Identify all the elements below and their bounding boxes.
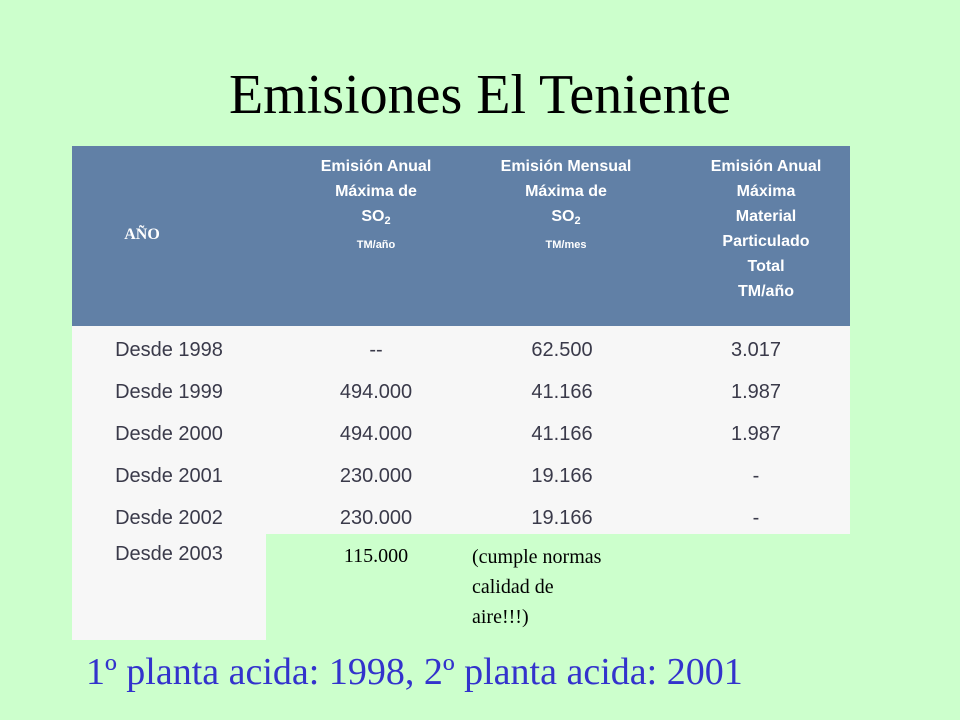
- cell-monthly-so2: 62.500: [531, 339, 593, 361]
- so-prefix: SO: [551, 208, 575, 225]
- cell-year: Desde 2002: [115, 507, 223, 529]
- cell-monthly-so2: 41.166: [531, 381, 593, 403]
- header-particulate-line6: TM/año: [738, 283, 794, 300]
- header-monthly-so2-line1: Emisión Mensual: [500, 158, 632, 175]
- header-particulate-line2: Máxima: [736, 183, 796, 200]
- header-monthly-so2-line2: Máxima de: [525, 183, 607, 200]
- cell-particulate: -: [752, 507, 760, 529]
- cell-annual-so2: 230.000: [339, 507, 413, 529]
- table-row: Desde 2002 230.000 19.166 -: [0, 497, 960, 539]
- cell-monthly-so2: 19.166: [531, 465, 593, 487]
- cell-year: Desde 2001: [115, 465, 223, 487]
- cell-particulate: -: [752, 465, 760, 487]
- cell-annual-so2-2003: 115.000: [343, 545, 409, 567]
- table-row: Desde 2000 494.000 41.166 1.987: [0, 413, 960, 455]
- header-annual-so2-unit: TM/año: [356, 239, 396, 251]
- so-subscript: 2: [384, 215, 391, 227]
- header-particulate-line3: Material: [735, 208, 797, 225]
- cell-monthly-so2: 19.166: [531, 507, 593, 529]
- header-particulate-line1: Emisión Anual: [710, 158, 822, 175]
- so-prefix: SO: [361, 208, 385, 225]
- cell-year-2003: Desde 2003: [115, 543, 223, 565]
- header-particulate-line4: Particulado: [722, 233, 810, 250]
- slide-title: Emisiones El Teniente: [228, 64, 732, 126]
- header-particulate-line5: Total: [747, 258, 785, 275]
- cell-year: Desde 2000: [115, 423, 223, 445]
- footer-note: 1º planta acida: 1998, 2º planta acida: …: [86, 651, 743, 693]
- cell-year: Desde 1999: [115, 381, 223, 403]
- so-subscript: 2: [574, 215, 581, 227]
- header-monthly-so2-unit: TM/mes: [545, 239, 587, 251]
- table-row: Desde 2001 230.000 19.166 -: [0, 455, 960, 497]
- header-annual-so2: Emisión Anual Máxima de SO2 TM/año: [280, 154, 472, 256]
- header-annual-so2-formula: SO2: [280, 204, 472, 234]
- table-body-band: [72, 326, 850, 534]
- cell-year: Desde 1998: [115, 339, 223, 361]
- cell-annual-so2: 494.000: [339, 381, 413, 403]
- table-last-year-band: [72, 534, 266, 640]
- cell-annual-so2: --: [369, 339, 383, 361]
- cell-annual-so2: 494.000: [339, 423, 413, 445]
- cell-note-2003: (cumple normas calidad de aire!!!): [472, 546, 602, 628]
- cell-particulate: 3.017: [730, 339, 782, 361]
- cell-particulate: 1.987: [730, 381, 782, 403]
- cell-annual-so2: 230.000: [339, 465, 413, 487]
- header-particulate: Emisión Anual Máxima Material Particulad…: [670, 154, 862, 304]
- table-header-band: [72, 146, 850, 326]
- cell-particulate: 1.987: [730, 423, 782, 445]
- table-row: Desde 1999 494.000 41.166 1.987: [0, 371, 960, 413]
- header-monthly-so2: Emisión Mensual Máxima de SO2 TM/mes: [470, 154, 662, 256]
- cell-monthly-so2: 41.166: [531, 423, 593, 445]
- header-year: AÑO: [124, 226, 160, 243]
- header-monthly-so2-formula: SO2: [470, 204, 662, 234]
- table-row: Desde 1998 -- 62.500 3.017: [0, 329, 960, 371]
- header-annual-so2-line2: Máxima de: [335, 183, 417, 200]
- header-annual-so2-line1: Emisión Anual: [320, 158, 432, 175]
